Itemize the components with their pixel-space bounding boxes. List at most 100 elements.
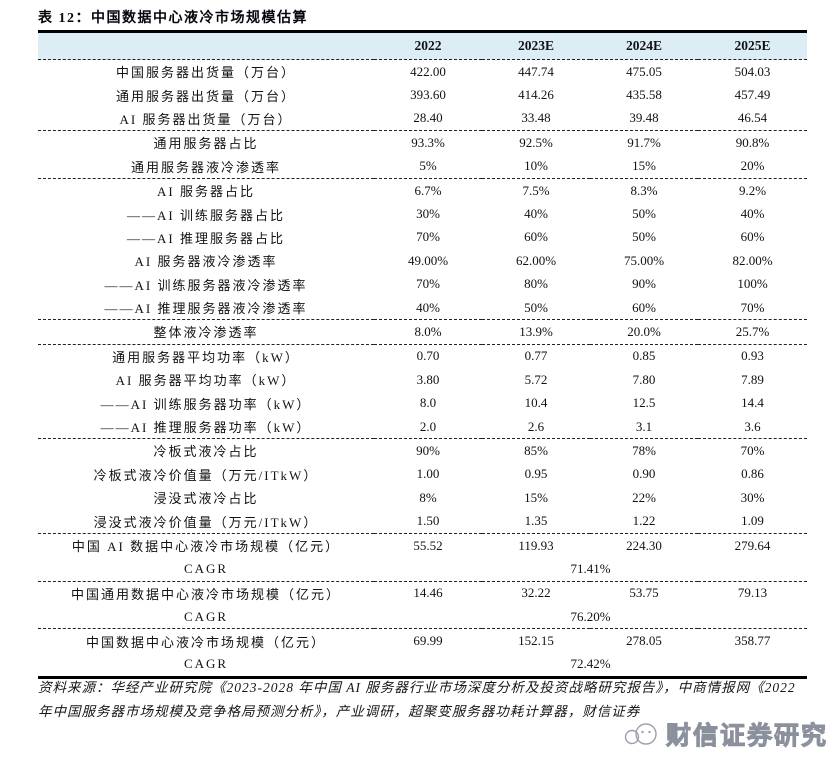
row-label: ——AI 推理服务器占比 [127, 230, 285, 246]
table-row: 通用服务器液冷渗透率 5% 10% 15% 20% [38, 154, 807, 179]
cell-value: 2.6 [482, 414, 590, 440]
cell-value: 0.77 [524, 348, 548, 364]
cell-value: 435.58 [626, 87, 662, 103]
cell-value: 422.00 [410, 63, 446, 79]
cell-value: 1.00 [416, 466, 440, 482]
cell-value: 414.26 [518, 87, 554, 103]
cell-value: 358.77 [734, 633, 771, 649]
cell-value: 20% [698, 154, 807, 179]
brand-logo-icon [622, 720, 660, 748]
cell-value: 0.95 [524, 466, 548, 482]
cell-value: 60% [524, 229, 548, 245]
cell-value: 40% [374, 295, 482, 321]
cell-value: 62.00% [515, 252, 557, 268]
cell-value: 13.9% [482, 319, 590, 345]
cell-value: 2.0 [374, 414, 482, 440]
cagr-value: 76.20% [374, 604, 807, 630]
table-title: 表 12：中国数据中心液冷市场规模估算 [38, 11, 308, 26]
cell-value: 53.75 [629, 585, 659, 601]
row-label: 中国通用数据中心液冷市场规模（亿元） [70, 586, 341, 602]
cell-value: 447.74 [518, 63, 554, 79]
cell-value: 30% [740, 489, 765, 505]
cell-value: 0.86 [741, 466, 764, 482]
cell-value: 70% [416, 229, 440, 245]
table-row: 浸没式液冷价值量（万元/ITkW） 1.50 1.35 1.22 1.09 [38, 509, 807, 534]
cell-value: 152.15 [518, 633, 554, 649]
cell-value: 20.0% [590, 319, 698, 345]
cell-value: 90.8% [735, 134, 770, 150]
cell-value: 40% [524, 206, 548, 222]
cell-value: 8% [419, 489, 437, 505]
table-body: 中国服务器出货量（万台） 422.00 447.74 475.05 504.03 通用服务… [38, 60, 807, 678]
table-row: AI 服务器出货量（万台） 28.40 33.48 39.48 46.54 [38, 106, 807, 132]
cell-value: 475.05 [626, 63, 662, 79]
brand-watermark: 财信证券研究 [622, 716, 828, 752]
cell-value: 100% [737, 276, 768, 292]
cell-value: 15% [590, 154, 698, 179]
table-row: AI 服务器液冷渗透率 49.00% 62.00% 75.00% 82.00% [38, 249, 807, 272]
header-year-2023e: 2023E [482, 31, 590, 60]
cell-value: 14.4 [741, 395, 764, 411]
cell-value: 70% [740, 442, 765, 458]
table-row: 通用服务器出货量（万台） 393.60 414.26 435.58 457.49 [38, 83, 807, 106]
cell-value: 91.7% [627, 134, 661, 150]
market-size-table: 2022 2023E 2024E 2025E 中国服务器出货量（万台） 422.0… [38, 30, 807, 680]
cell-value: 0.93 [741, 348, 764, 364]
cell-value: 78% [632, 442, 656, 458]
row-label: CAGR [38, 557, 374, 582]
cell-value: 39.48 [590, 106, 698, 132]
cell-value: 33.48 [482, 106, 590, 132]
cell-value: 224.30 [626, 537, 662, 553]
header-row: 2022 2023E 2024E 2025E [38, 31, 807, 60]
table-row: 中国服务器出货量（万台） 422.00 447.74 475.05 504.03 [38, 60, 807, 84]
cell-value: 504.03 [734, 63, 771, 79]
cell-value: 80% [524, 276, 548, 292]
table-row: 中国 AI 数据中心液冷市场规模（亿元） 55.52 119.93 224.30 279… [38, 533, 807, 557]
cell-value: 457.49 [734, 87, 771, 103]
cell-value: 69.99 [413, 633, 443, 649]
row-label: CAGR [38, 604, 374, 630]
table-row: 中国通用数据中心液冷市场规模（亿元） 14.46 32.22 53.75 79.13 [38, 581, 807, 605]
table-row: AI 服务器平均功率（kW） 3.80 5.72 7.80 7.89 [38, 368, 807, 391]
cell-value: 22% [632, 489, 656, 505]
row-label: 冷板式液冷价值量（万元/ITkW） [93, 467, 319, 483]
cell-value: 32.22 [521, 585, 551, 601]
row-label: AI 服务器出货量（万台） [38, 106, 374, 132]
cagr-value: 72.42% [570, 656, 611, 672]
cell-value: 5.72 [524, 371, 548, 387]
row-label: ——AI 推理服务器液冷渗透率 [38, 295, 374, 321]
row-label: 通用服务器占比 [153, 136, 259, 152]
cell-value: 92.5% [519, 134, 553, 150]
cell-value: 1.35 [482, 509, 590, 534]
cell-value: 5% [374, 154, 482, 179]
table-row: 冷板式液冷价值量（万元/ITkW） 1.00 0.95 0.90 0.86 [38, 463, 807, 486]
cell-value: 14.46 [413, 585, 443, 601]
source-note: 资料来源：华经产业研究院《2023-2028 年中国 AI 服务器行业市场深度分… [38, 680, 796, 719]
cell-value: 90% [632, 276, 656, 292]
row-label: 中国 AI 数据中心液冷市场规模（亿元） [71, 539, 341, 554]
cell-value: 9.2% [738, 182, 767, 198]
cell-value: 50% [632, 206, 656, 222]
table-row: ——AI 训练服务器功率（kW） 8.0 10.4 12.5 14.4 [38, 391, 807, 414]
row-label: ——AI 训练服务器占比 [127, 207, 285, 223]
cell-value: 3.1 [590, 414, 698, 440]
cell-value: 7.89 [741, 371, 764, 387]
row-label: 浸没式液冷价值量（万元/ITkW） [38, 509, 374, 534]
cell-value: 60% [740, 229, 765, 245]
cell-value: 8.0 [419, 395, 437, 411]
table-row: CAGR 71.41% [38, 557, 807, 582]
cell-value: 85% [524, 442, 548, 458]
row-label: AI 服务器平均功率（kW） [115, 373, 297, 389]
table-row: 通用服务器平均功率（kW） 0.70 0.77 0.85 0.93 [38, 344, 807, 368]
cell-value: 70% [698, 295, 807, 321]
cell-value: 7.5% [522, 182, 550, 198]
cell-value: 6.7% [414, 182, 442, 198]
cell-value: 1.22 [590, 509, 698, 534]
cell-value: 0.90 [632, 466, 656, 482]
cell-value: 0.85 [632, 348, 656, 364]
row-label: ——AI 推理服务器功率（kW） [38, 414, 374, 440]
row-label: 通用服务器平均功率（kW） [112, 349, 300, 365]
header-year-2025e: 2025E [698, 31, 807, 60]
row-label: 浸没式液冷占比 [153, 491, 259, 507]
cell-value: 46.54 [698, 106, 807, 132]
